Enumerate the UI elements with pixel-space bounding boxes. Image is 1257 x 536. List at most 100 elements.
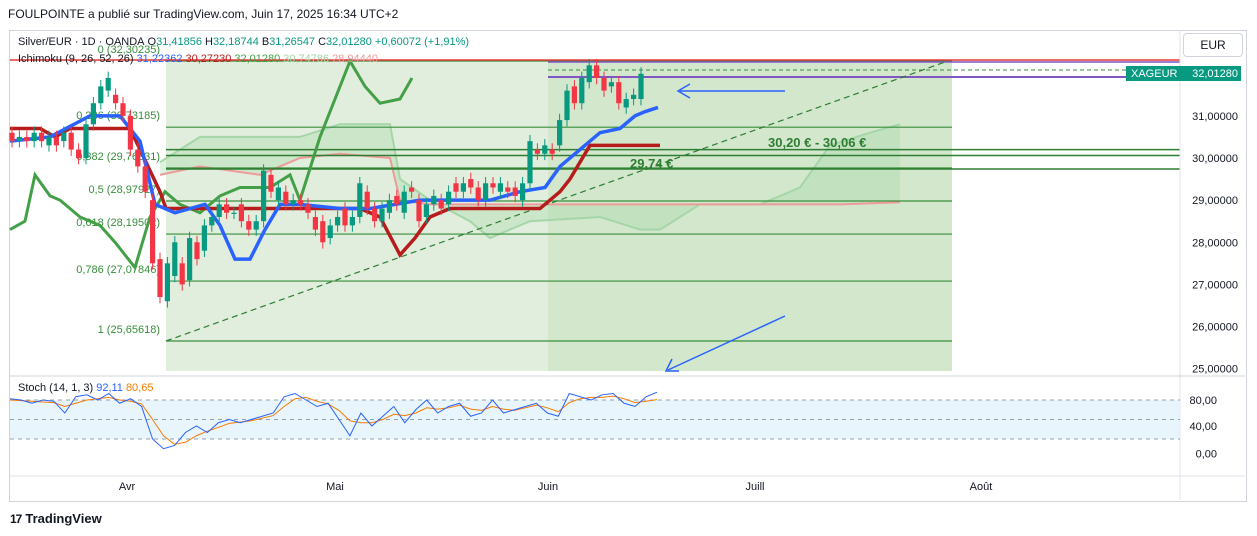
candle (305, 198, 311, 220)
ichimoku-cloud (160, 124, 900, 239)
change-value: +0,60072 (+1,91%) (374, 36, 470, 48)
candle (357, 176, 363, 224)
open-value: 31,41856 (156, 36, 202, 48)
candle-body (438, 200, 444, 209)
candle-body (312, 216, 318, 230)
candle (113, 88, 119, 110)
candle-body (179, 263, 185, 285)
price-tag-value: 32,01280 (1192, 68, 1238, 80)
candle-body (113, 94, 119, 104)
time-tick-Juin: Juin (538, 481, 558, 493)
candle (579, 71, 585, 110)
candle-body (372, 208, 378, 222)
candle (364, 185, 370, 215)
candle-body (157, 259, 163, 298)
candle-body (497, 183, 503, 192)
candle-body (379, 208, 385, 222)
level-annotation: 29,74 € (630, 156, 673, 171)
candle (127, 109, 133, 156)
price-tick: 28,00000 (1192, 237, 1238, 249)
candle-body (512, 187, 518, 196)
candle-body (76, 149, 82, 158)
candle (409, 181, 415, 199)
candle (231, 206, 237, 220)
candle (24, 130, 30, 148)
candle-body (98, 86, 104, 104)
candle (157, 252, 163, 304)
candle (61, 126, 67, 148)
candle (542, 139, 548, 161)
candle (246, 214, 252, 236)
stoch-k-value: 92,11 (96, 382, 123, 394)
candle (586, 58, 592, 89)
candle-body (127, 115, 133, 150)
candle-body (298, 200, 304, 205)
footer-brand: 17 TradingView (10, 511, 102, 526)
candle-body (394, 195, 400, 205)
arrow-down-icon (664, 358, 679, 372)
candle-body (468, 179, 474, 188)
candle-body (335, 216, 341, 226)
arrow-down-shaft (667, 315, 786, 371)
candle-body (142, 166, 148, 192)
candle-body (557, 120, 563, 146)
candle (283, 185, 289, 211)
candle (616, 75, 622, 110)
candle-body (231, 212, 237, 214)
candle (164, 257, 170, 308)
fib-label-0: 0 (32,30235) (98, 44, 160, 56)
candle (9, 126, 15, 148)
stoch-d-line (9, 395, 658, 445)
candle-body (349, 216, 355, 226)
fib-zone-fill-recent (548, 61, 952, 371)
candle-body (505, 187, 511, 192)
candle-body (460, 183, 466, 192)
candle (53, 130, 59, 152)
candle (83, 117, 89, 165)
publisher-line: FOULPOINTE a publié sur TradingView.com,… (8, 7, 399, 21)
candle-body (61, 132, 67, 142)
candle-body (542, 145, 548, 154)
price-tick: 29,00000 (1192, 195, 1238, 207)
candle (349, 210, 355, 232)
candle (90, 96, 96, 131)
candle (105, 71, 111, 97)
candle (631, 88, 637, 106)
candle-body (320, 221, 326, 243)
candle-body (483, 183, 489, 201)
candle (460, 176, 466, 199)
candle-body (453, 183, 459, 192)
candle-body (579, 77, 585, 104)
candle-body (16, 136, 22, 142)
candle-body (431, 195, 437, 205)
candle-body (549, 149, 555, 154)
candle (187, 231, 193, 287)
time-tick-Août: Août (970, 481, 993, 493)
trendline (165, 61, 946, 342)
fib-label-5: 0,786 (27,07846) (76, 264, 160, 276)
currency-button[interactable]: EUR (1183, 33, 1243, 57)
candle-body (594, 65, 600, 78)
candle (549, 143, 555, 161)
candle (638, 67, 644, 106)
candle (201, 219, 207, 258)
candle-body (187, 238, 193, 281)
price-tick: 31,00000 (1192, 111, 1238, 123)
candle (142, 160, 148, 199)
candle (209, 210, 215, 232)
candle (623, 92, 629, 114)
candle-body (446, 191, 452, 205)
candle-body (490, 183, 496, 188)
price-tick: 27,00000 (1192, 279, 1238, 291)
stoch-tick: 0,00 (1196, 448, 1217, 460)
candle-body (534, 149, 540, 154)
candle (416, 193, 422, 228)
candle (534, 143, 540, 161)
candle-body (327, 225, 333, 239)
time-tick-Juill: Juill (746, 481, 765, 493)
candle-body (105, 77, 111, 91)
candle (216, 198, 222, 224)
stoch-k-line (9, 391, 658, 450)
candle (46, 130, 52, 152)
